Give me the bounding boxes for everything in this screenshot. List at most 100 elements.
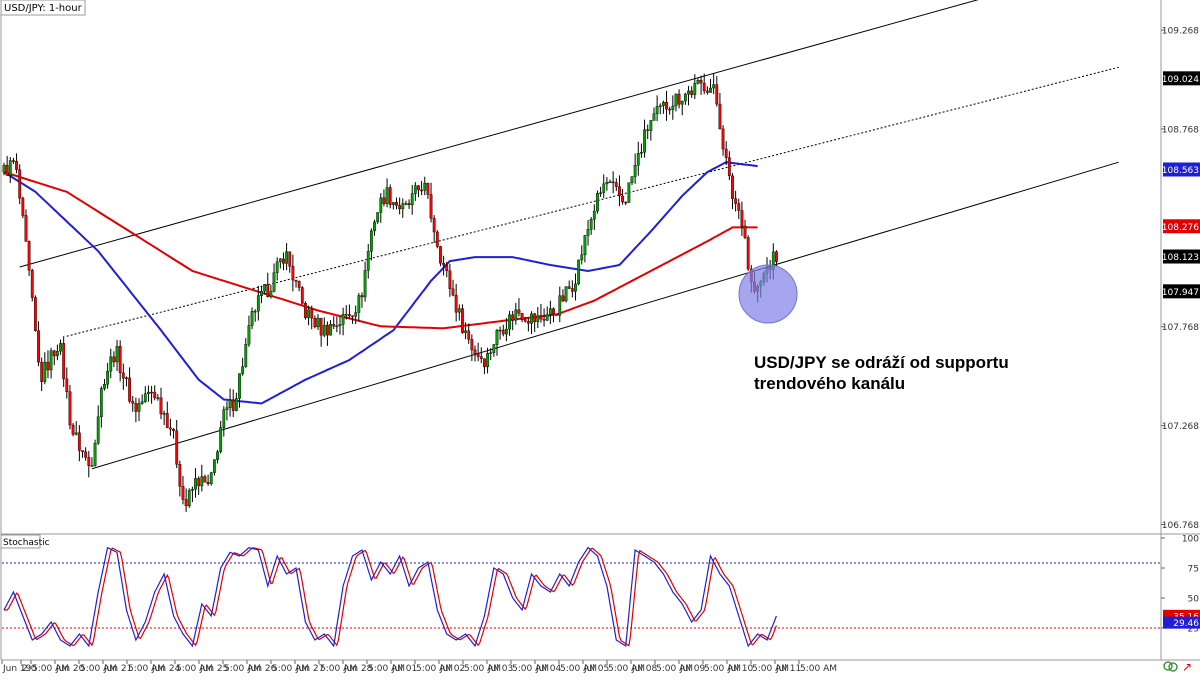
time-label: Jun 19 xyxy=(1,660,32,674)
svg-text:107.947: 107.947 xyxy=(1162,288,1199,298)
candle xyxy=(445,261,449,278)
svg-text:5:00 AM: 5:00 AM xyxy=(608,664,645,674)
trend-arrow-icon[interactable]: ↗ xyxy=(1182,660,1192,674)
candle xyxy=(580,245,584,265)
stochastic-pane: 10075502535.1629.46 Stochastic xyxy=(0,534,1200,661)
candle xyxy=(27,240,31,276)
candle xyxy=(30,268,34,302)
candle xyxy=(520,313,524,323)
svg-text:5:00 AM: 5:00 AM xyxy=(176,664,213,674)
candle xyxy=(253,309,257,322)
candle xyxy=(203,474,207,483)
candle xyxy=(184,488,188,512)
candle xyxy=(501,324,505,337)
candle xyxy=(674,93,678,112)
candle xyxy=(423,176,427,196)
time-label: 5:00 AM xyxy=(798,660,837,674)
candle xyxy=(156,394,160,401)
candle xyxy=(369,228,373,261)
candle xyxy=(505,317,508,342)
stochastic-axis: 10075502535.1629.46 xyxy=(1161,535,1200,635)
svg-text:Jul 08: Jul 08 xyxy=(631,664,657,674)
candle xyxy=(680,100,684,116)
candle xyxy=(106,362,110,389)
link-icon[interactable] xyxy=(1163,661,1173,671)
candle xyxy=(65,367,69,399)
svg-text:107.268: 107.268 xyxy=(1162,422,1199,432)
candle xyxy=(256,285,260,321)
candle xyxy=(690,86,694,98)
candle xyxy=(608,179,612,184)
price-axis: 109.268 109.024 108.768 108.563 108.276 108.1… xyxy=(1161,27,1200,531)
time-label: Jul 05 xyxy=(582,660,609,674)
candle xyxy=(627,182,631,204)
candle xyxy=(558,286,562,323)
candle xyxy=(498,326,502,340)
candle xyxy=(260,285,263,304)
time-label: Jun 20 xyxy=(54,660,85,674)
svg-text:5:00 AM: 5:00 AM xyxy=(224,664,261,674)
time-label: 5:00 AM xyxy=(414,660,453,674)
candle xyxy=(294,279,298,288)
candle xyxy=(492,343,496,357)
candle xyxy=(84,447,88,461)
candle xyxy=(467,323,471,344)
price-label: 108.563 xyxy=(1162,162,1200,177)
candle xyxy=(451,279,455,297)
candle xyxy=(159,387,163,420)
svg-text:Jun 27: Jun 27 xyxy=(295,664,324,674)
candle xyxy=(338,316,342,335)
stochastic-lines xyxy=(3,546,777,648)
candle xyxy=(282,252,285,271)
support-highlight-circle xyxy=(738,264,798,324)
trendline-1 xyxy=(19,0,979,268)
svg-text:5:00 AM: 5:00 AM xyxy=(800,664,837,674)
candle xyxy=(442,255,445,276)
candle xyxy=(175,419,179,469)
candle xyxy=(388,184,392,209)
candle xyxy=(216,449,219,464)
candle xyxy=(128,367,131,404)
candle xyxy=(439,245,442,267)
candle xyxy=(712,73,716,95)
candle xyxy=(360,292,364,308)
time-label: 5:00 AM xyxy=(174,660,213,674)
candle xyxy=(614,178,618,191)
candle xyxy=(514,302,518,325)
candle xyxy=(43,352,47,385)
candle xyxy=(391,202,395,210)
time-label: Jul 08 xyxy=(630,660,657,674)
price-label: 108.123 xyxy=(1162,249,1200,264)
candle xyxy=(413,182,417,201)
candle xyxy=(721,125,725,156)
candle xyxy=(658,103,662,115)
candle xyxy=(596,190,599,214)
candle xyxy=(275,257,279,281)
candle xyxy=(775,250,778,267)
candle xyxy=(517,298,521,317)
time-label: Jul 03 xyxy=(486,660,513,674)
candle xyxy=(435,230,439,249)
candle xyxy=(5,155,9,176)
svg-text:Jun 19: Jun 19 xyxy=(2,664,32,674)
time-label: Jun 26 xyxy=(246,660,277,674)
time-label: 5:00 AM xyxy=(606,660,645,674)
candle xyxy=(316,314,320,330)
candle xyxy=(410,185,414,215)
corner-icons[interactable]: ↗ xyxy=(1163,660,1192,674)
candle xyxy=(699,75,703,95)
svg-text:Jul 09: Jul 09 xyxy=(679,664,705,674)
moving-averages xyxy=(3,161,758,405)
candle xyxy=(746,235,750,272)
candle xyxy=(655,95,659,122)
svg-text:5:00 AM: 5:00 AM xyxy=(560,664,597,674)
candle xyxy=(285,243,288,271)
candle xyxy=(687,85,690,106)
candle xyxy=(329,320,332,336)
candle xyxy=(385,178,389,208)
candle xyxy=(473,345,477,362)
candle xyxy=(398,197,402,215)
candle xyxy=(219,420,223,454)
candle xyxy=(479,347,483,364)
